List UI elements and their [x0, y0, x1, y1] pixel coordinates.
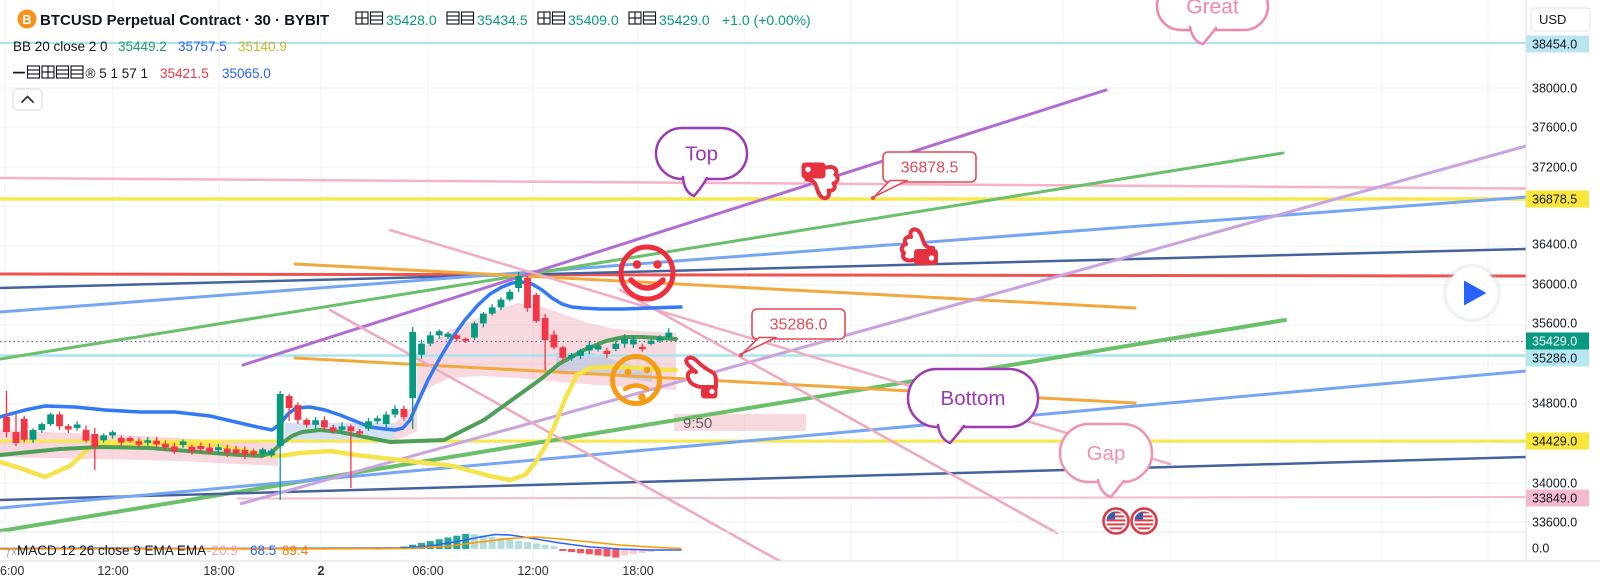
svg-text:Bottom: Bottom [941, 387, 1006, 410]
svg-text:18:00: 18:00 [622, 564, 653, 578]
svg-text:0.0: 0.0 [1532, 541, 1549, 555]
svg-text:06:00: 06:00 [412, 564, 443, 578]
svg-text:+1.0 (+0.00%): +1.0 (+0.00%) [722, 12, 811, 28]
svg-text:BTCUSD Perpetual Contract · 30: BTCUSD Perpetual Contract · 30 · BYBIT [40, 12, 329, 29]
svg-text:BB 20 close 2 0: BB 20 close 2 0 [13, 39, 108, 54]
svg-text:USD: USD [1539, 12, 1566, 27]
svg-text:35600.0: 35600.0 [1532, 316, 1577, 330]
svg-text:ƒx: ƒx [6, 547, 17, 558]
svg-text:Gap: Gap [1087, 442, 1126, 465]
svg-text:12:00: 12:00 [517, 564, 548, 578]
svg-text:35409.0: 35409.0 [568, 12, 619, 28]
svg-text:68.5: 68.5 [250, 543, 276, 558]
svg-text:38000.0: 38000.0 [1532, 81, 1577, 95]
svg-text:35286.0: 35286.0 [1532, 351, 1577, 365]
svg-text:12:00: 12:00 [97, 564, 128, 578]
svg-text:35421.5: 35421.5 [160, 66, 209, 81]
svg-text:36000.0: 36000.0 [1532, 277, 1577, 291]
svg-text:36400.0: 36400.0 [1532, 237, 1577, 251]
svg-text:37200.0: 37200.0 [1532, 160, 1577, 174]
svg-text:® 5 1 57 1: ® 5 1 57 1 [86, 66, 149, 81]
svg-text:35434.5: 35434.5 [477, 12, 528, 28]
svg-text:6:00: 6:00 [0, 564, 24, 578]
svg-text:33600.0: 33600.0 [1532, 515, 1577, 529]
svg-text:Great: Great [1186, 0, 1239, 18]
svg-text:18:00: 18:00 [203, 564, 234, 578]
svg-text:MACD 12 26 close 9 EMA EMA: MACD 12 26 close 9 EMA EMA [17, 543, 206, 558]
svg-text:89.4: 89.4 [282, 543, 309, 558]
svg-text:34429.0: 34429.0 [1532, 434, 1577, 448]
svg-text:33849.0: 33849.0 [1532, 491, 1577, 505]
svg-text:2: 2 [318, 564, 325, 578]
svg-text:34800.0: 34800.0 [1532, 396, 1577, 410]
svg-text:35429.0: 35429.0 [1532, 334, 1577, 348]
svg-text:-20.9: -20.9 [207, 543, 238, 558]
svg-text:35429.0: 35429.0 [659, 12, 710, 28]
svg-text:35449.2: 35449.2 [118, 39, 167, 54]
svg-text:38454.0: 38454.0 [1532, 37, 1577, 51]
svg-text:B: B [22, 12, 31, 27]
svg-text:37600.0: 37600.0 [1532, 120, 1577, 134]
svg-text:36878.5: 36878.5 [1532, 192, 1577, 206]
svg-text:35140.9: 35140.9 [238, 39, 287, 54]
svg-text:9:50: 9:50 [683, 415, 712, 432]
svg-text:36878.5: 36878.5 [901, 160, 959, 177]
svg-text:35286.0: 35286.0 [770, 317, 828, 334]
svg-text:Top: Top [685, 143, 718, 166]
svg-text:34000.0: 34000.0 [1532, 476, 1577, 490]
svg-text:35757.5: 35757.5 [178, 39, 227, 54]
svg-text:35065.0: 35065.0 [222, 66, 271, 81]
svg-text:35428.0: 35428.0 [386, 12, 437, 28]
